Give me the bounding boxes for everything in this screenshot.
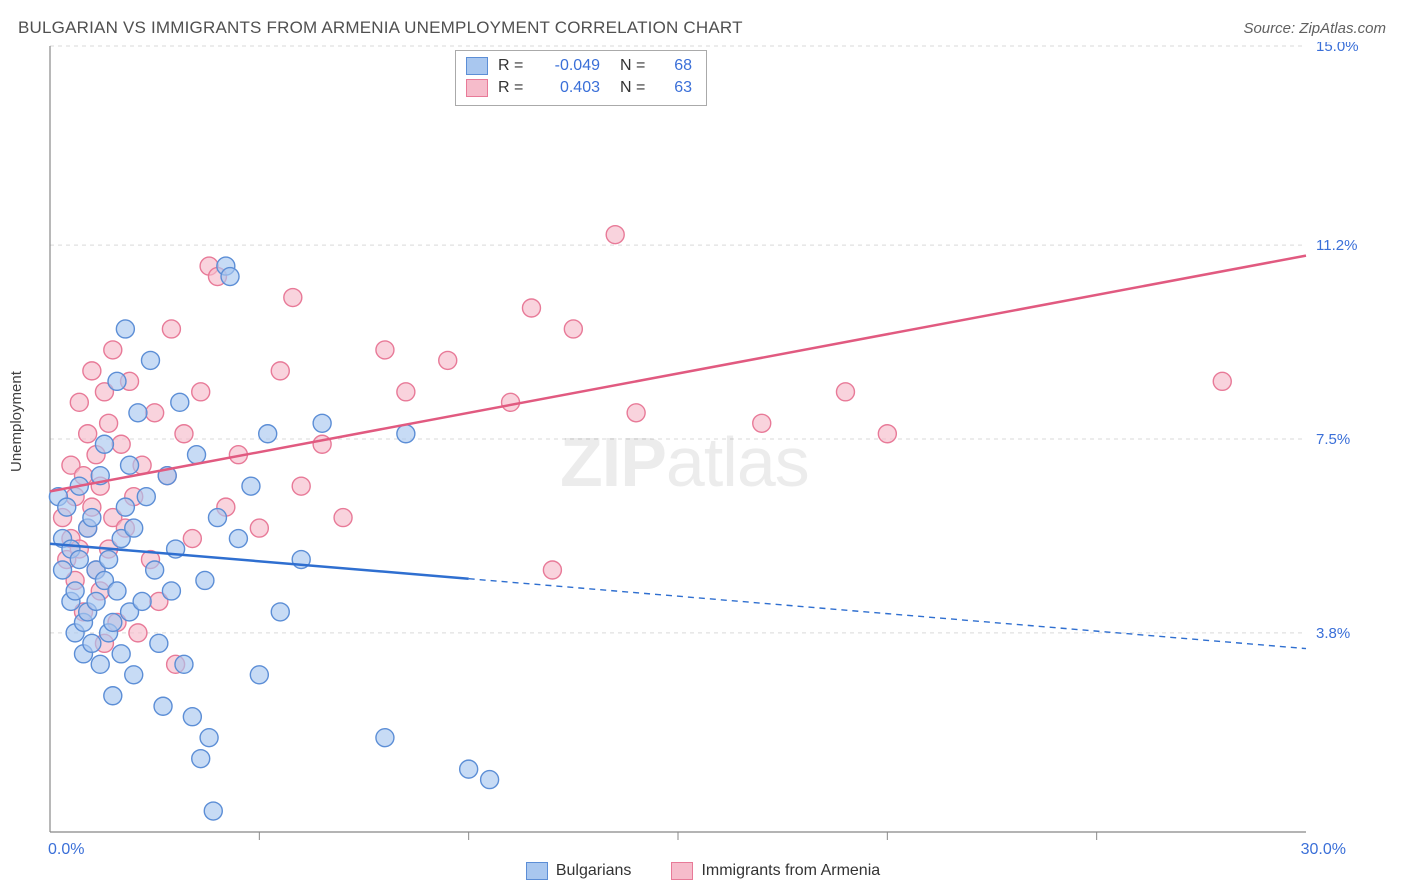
series-legend: Bulgarians Immigrants from Armenia [0,862,1406,880]
svg-text:3.8%: 3.8% [1316,625,1350,642]
legend-swatch-bulgarians [466,57,488,75]
svg-text:7.5%: 7.5% [1316,431,1350,448]
r-value-armenia: 0.403 [540,77,600,99]
svg-text:11.2%: 11.2% [1316,237,1357,254]
legend-label-armenia: Immigrants from Armenia [701,862,880,880]
legend-swatch-armenia [466,79,488,97]
correlation-chart: Unemployment ZIPatlas 3.8%7.5%11.2%15.0%… [0,42,1406,886]
legend-swatch-armenia [671,862,693,880]
svg-text:0.0%: 0.0% [48,841,84,858]
r-value-bulgarians: -0.049 [540,55,600,77]
legend-swatch-bulgarians [526,862,548,880]
svg-text:30.0%: 30.0% [1301,841,1346,858]
page-title: BULGARIAN VS IMMIGRANTS FROM ARMENIA UNE… [18,18,743,38]
correlation-legend: R =-0.049 N =68 R =0.403 N =63 [455,50,707,106]
legend-label-bulgarians: Bulgarians [556,862,632,880]
svg-text:15.0%: 15.0% [1316,42,1359,55]
n-value-bulgarians: 68 [662,55,692,77]
y-axis-label: Unemployment [8,371,25,472]
source-attribution: Source: ZipAtlas.com [1243,20,1386,37]
n-value-armenia: 63 [662,77,692,99]
